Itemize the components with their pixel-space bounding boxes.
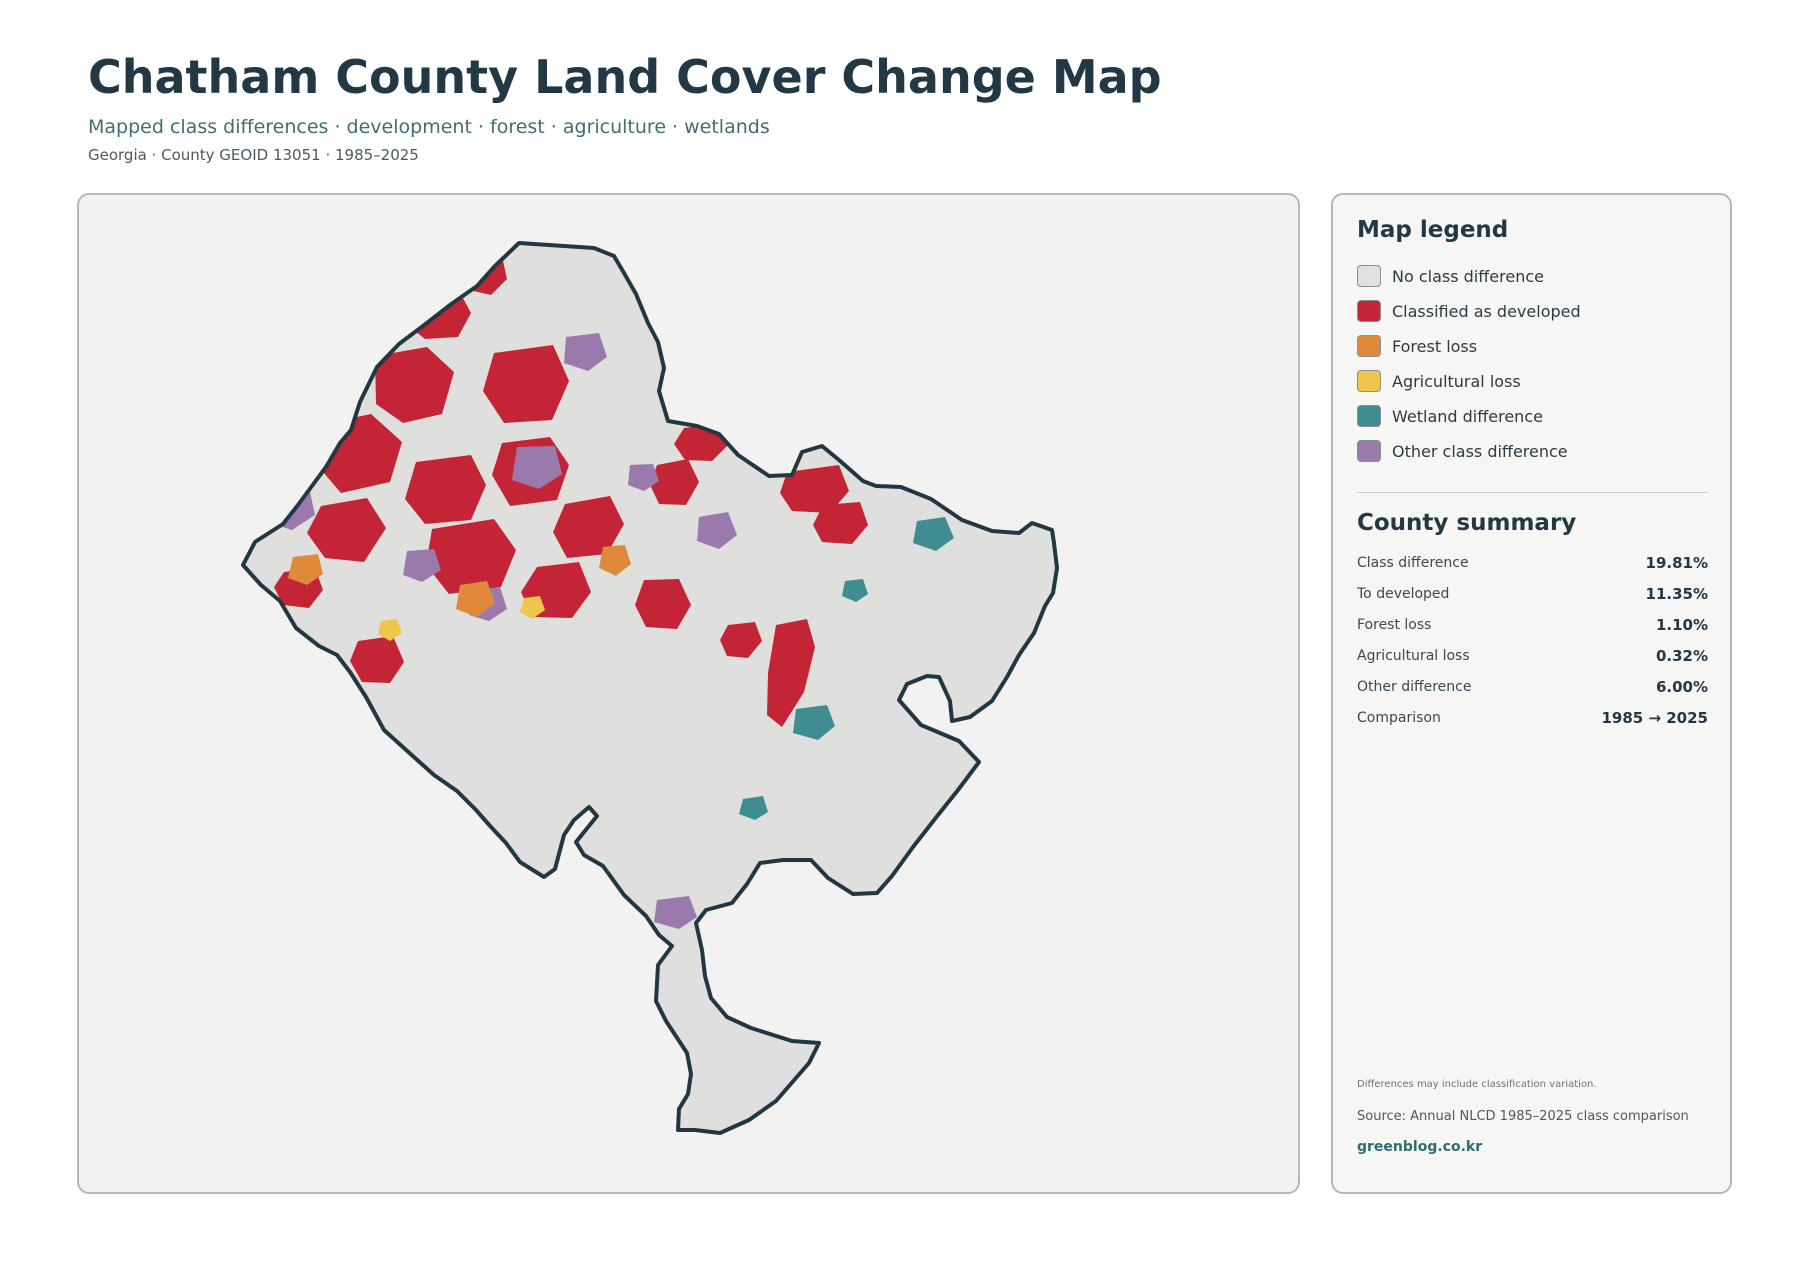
legend-panel: Map legend No class difference Classifie… <box>1331 193 1732 1194</box>
legend-label: Other class difference <box>1392 441 1568 461</box>
map-panel[interactable]: N <box>77 193 1300 1194</box>
legend-swatch <box>1357 300 1381 322</box>
page-header: Chatham County Land Cover Change Map Map… <box>88 44 1162 164</box>
county-map[interactable] <box>79 195 1300 1194</box>
summary-row: Other difference 6.00% <box>1357 676 1708 698</box>
wetland-patches <box>739 517 954 820</box>
legend-swatch <box>1357 370 1381 392</box>
legend-divider <box>1357 492 1708 493</box>
legend-label: No class difference <box>1392 266 1544 286</box>
legend-item-developed: Classified as developed <box>1357 298 1581 324</box>
legend-swatch <box>1357 335 1381 357</box>
summary-value: 1985 → 2025 <box>1601 709 1708 727</box>
summary-value: 6.00% <box>1655 678 1708 696</box>
legend-item-other: Other class difference <box>1357 438 1568 464</box>
summary-label: Agricultural loss <box>1357 648 1470 664</box>
summary-label: To developed <box>1357 586 1450 602</box>
summary-title: County summary <box>1357 510 1577 536</box>
legend-title: Map legend <box>1357 217 1509 243</box>
legend-label: Forest loss <box>1392 336 1478 356</box>
summary-row: Agricultural loss 0.32% <box>1357 645 1708 667</box>
site-link[interactable]: greenblog.co.kr <box>1357 1139 1483 1155</box>
legend-item-no-difference: No class difference <box>1357 263 1544 289</box>
summary-label: Forest loss <box>1357 617 1432 633</box>
legend-label: Wetland difference <box>1392 406 1543 426</box>
summary-label: Other difference <box>1357 679 1472 695</box>
page-meta: Georgia · County GEOID 13051 · 1985–2025 <box>88 146 419 164</box>
summary-value: 19.81% <box>1645 554 1708 572</box>
summary-value: 0.32% <box>1655 647 1708 665</box>
legend-item-agricultural-loss: Agricultural loss <box>1357 368 1521 394</box>
land-cover-layer <box>243 243 1057 1133</box>
legend-swatch <box>1357 405 1381 427</box>
legend-swatch <box>1357 265 1381 287</box>
legend-item-wetland: Wetland difference <box>1357 403 1543 429</box>
source-note: Source: Annual NLCD 1985–2025 class comp… <box>1357 1109 1689 1124</box>
summary-row: Forest loss 1.10% <box>1357 614 1708 636</box>
summary-row: Comparison 1985 → 2025 <box>1357 707 1708 729</box>
legend-swatch <box>1357 440 1381 462</box>
summary-row: Class difference 19.81% <box>1357 552 1708 574</box>
county-outline <box>241 241 1059 1135</box>
page-subtitle: Mapped class differences · development ·… <box>88 116 770 138</box>
legend-label: Classified as developed <box>1392 301 1581 321</box>
summary-value: 11.35% <box>1645 585 1708 603</box>
summary-label: Class difference <box>1357 555 1469 571</box>
legend-label: Agricultural loss <box>1392 371 1521 391</box>
page-title: Chatham County Land Cover Change Map <box>88 50 1162 104</box>
summary-label: Comparison <box>1357 710 1441 726</box>
summary-row: To developed 11.35% <box>1357 583 1708 605</box>
summary-value: 1.10% <box>1655 616 1708 634</box>
legend-item-forest-loss: Forest loss <box>1357 333 1477 359</box>
classification-note: Differences may include classification v… <box>1357 1079 1597 1090</box>
